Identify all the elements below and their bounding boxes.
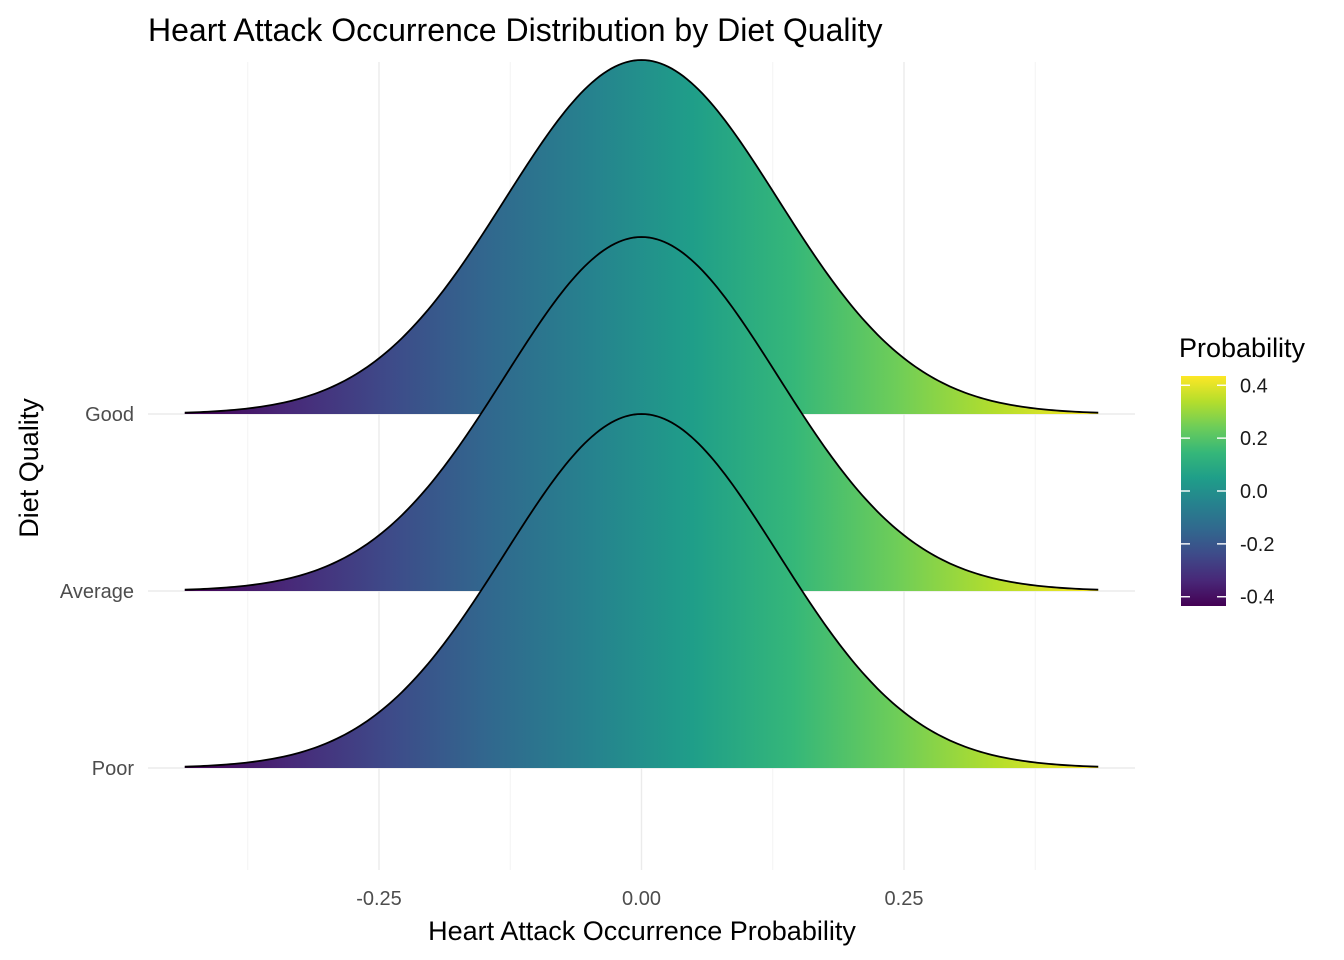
legend-tick-label: -0.4 [1240, 587, 1274, 609]
legend-title: Probability [1179, 333, 1306, 363]
ridge-outline-poor [184, 413, 1099, 768]
ridges [184, 59, 1099, 768]
y-axis-title: Diet Quality [14, 398, 44, 538]
legend-tick-label: 0.2 [1240, 428, 1268, 450]
ridge-outline-good [184, 59, 1099, 414]
y-tick-label: Average [60, 581, 134, 603]
legend-tick-label: -0.2 [1240, 534, 1274, 556]
y-tick-label: Good [85, 404, 134, 426]
legend-ticks: 0.4 0.2 0.0 -0.2 -0.4 [1181, 375, 1274, 609]
x-axis-ticks: -0.25 0.00 0.25 [356, 888, 923, 910]
y-tick-label: Poor [92, 758, 135, 780]
x-axis-title: Heart Attack Occurrence Probability [428, 916, 856, 946]
legend-tick-label: 0.4 [1240, 375, 1268, 397]
x-tick-label: 0.25 [885, 888, 924, 910]
y-axis-ticks: Poor Average Good [60, 404, 134, 780]
x-tick-label: 0.00 [622, 888, 661, 910]
ridge-area-poor [184, 414, 1099, 768]
ridge-outline-average [184, 236, 1099, 591]
x-tick-label: -0.25 [356, 888, 402, 910]
legend: Probability 0.4 0.2 0.0 -0.2 -0.4 [1179, 333, 1306, 609]
legend-tick-label: 0.0 [1240, 481, 1268, 503]
chart-title: Heart Attack Occurrence Distribution by … [148, 12, 883, 48]
